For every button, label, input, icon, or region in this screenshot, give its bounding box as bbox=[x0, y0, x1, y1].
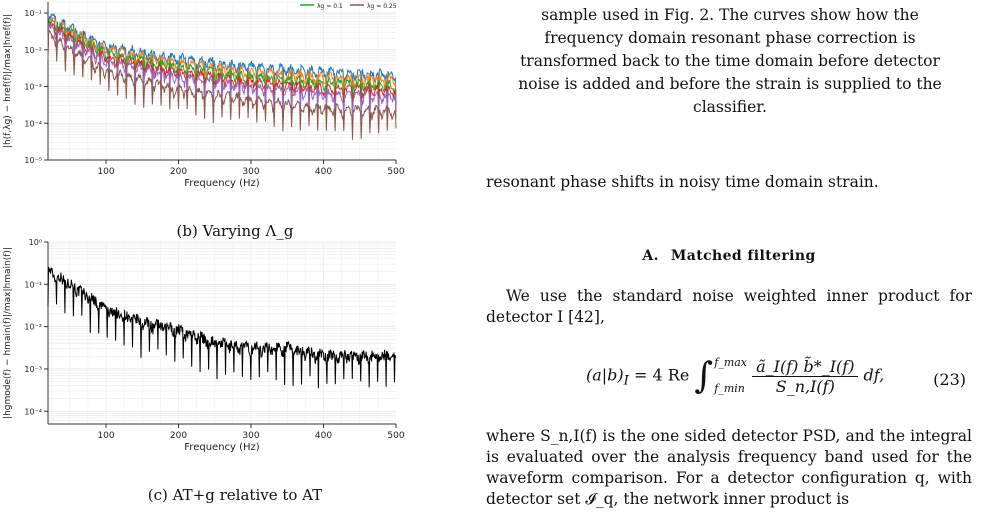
y-tick-label: 10⁻⁴ bbox=[24, 407, 42, 416]
x-tick-label: 100 bbox=[97, 167, 114, 177]
section-heading: A. Matched filtering bbox=[486, 248, 972, 264]
right-column: sample used in Fig. 2. The curves show h… bbox=[470, 0, 982, 531]
caption-line: sample used in Fig. 2. The curves show h… bbox=[541, 6, 919, 24]
y-tick-label: 10⁻⁵ bbox=[24, 156, 42, 165]
equation-23: (a|b)I = 4 Re ∫ f_max f_min ã_I(f) b̃*_I… bbox=[486, 350, 972, 410]
eq-sub: I bbox=[623, 373, 629, 389]
legend-label: λg = 0.25 bbox=[367, 3, 397, 10]
plot-at-g-relative: 100 200 300 400 500 Frequency (Hz) 10⁰ 10⁻¹ 10⁻²… bbox=[3, 238, 405, 453]
y-tick-label: 10⁻⁴ bbox=[24, 119, 42, 128]
y-tick-label: 10⁻³ bbox=[24, 365, 42, 374]
caption-b: (b) Varying Λ_g bbox=[176, 222, 294, 240]
y-axis-label: |hgmode(f) − hmain(f)|/max|hmain(f)| bbox=[3, 247, 13, 419]
y-tick-label: 10⁰ bbox=[29, 238, 42, 247]
integral-limits: f_max f_min bbox=[714, 350, 747, 402]
eq-upper: f_max bbox=[714, 356, 748, 369]
eq-mid: = 4 Re bbox=[634, 365, 690, 385]
eq-fraction: ã_I(f) b̃*_I(f) S_n,I(f) bbox=[752, 357, 859, 396]
eq-lhs: (a|b) bbox=[586, 365, 624, 385]
figure-caption-continued: sample used in Fig. 2. The curves show h… bbox=[486, 4, 974, 119]
x-tick-label: 400 bbox=[315, 167, 332, 177]
y-tick-label: 10⁻² bbox=[24, 323, 42, 332]
x-tick-label: 500 bbox=[387, 431, 404, 441]
y-tick-label: 10⁻³ bbox=[24, 83, 42, 92]
x-tick-label: 400 bbox=[315, 431, 332, 441]
x-tick-label: 500 bbox=[387, 167, 404, 177]
section-title: Matched filtering bbox=[670, 248, 816, 264]
caption-line: frequency domain resonant phase correcti… bbox=[544, 29, 916, 47]
y-tick-label: 10⁻¹ bbox=[24, 280, 42, 289]
caption-c: (c) AT+g relative to AT bbox=[147, 486, 323, 504]
grid bbox=[48, 241, 396, 425]
eq-tail: df, bbox=[863, 365, 885, 385]
y-axis-label: |h(f,λg) − href(f)|/max|href(f)| bbox=[3, 14, 13, 148]
series-line bbox=[47, 266, 397, 389]
x-axis-label: Frequency (Hz) bbox=[184, 442, 260, 453]
x-tick-label: 100 bbox=[97, 431, 114, 441]
y-tick-label: 10⁻¹ bbox=[24, 9, 42, 18]
paragraph-inner-product: We use the standard noise weighted inner… bbox=[486, 287, 972, 326]
eq-denominator: S_n,I(f) bbox=[775, 376, 835, 396]
eq-numerator: ã_I(f) b̃*_I(f) bbox=[752, 357, 859, 377]
equation-number: (23) bbox=[933, 370, 966, 389]
legend: λg = 0.1 λg = 0.25 bbox=[300, 3, 397, 10]
caption-line: transformed back to the time domain befo… bbox=[520, 52, 940, 70]
caption-line: noise is added and before the strain is … bbox=[518, 75, 942, 93]
x-tick-label: 200 bbox=[170, 167, 187, 177]
paragraph-where: where S_n,I(f) is the one sided detector… bbox=[486, 427, 972, 508]
integral-sign: ∫ bbox=[694, 355, 714, 397]
equation-body: (a|b)I = 4 Re ∫ f_max f_min ã_I(f) b̃*_I… bbox=[586, 350, 884, 402]
section-number: A. bbox=[642, 248, 659, 264]
x-axis-label: Frequency (Hz) bbox=[184, 178, 260, 189]
paragraph-resonant: resonant phase shifts in noisy time doma… bbox=[486, 173, 879, 191]
eq-lower: f_min bbox=[714, 382, 745, 395]
caption-line: classifier. bbox=[693, 98, 767, 116]
series-line bbox=[47, 29, 397, 140]
x-tick-label: 300 bbox=[242, 167, 259, 177]
left-column: 100 200 300 400 500 Frequency (Hz) 10⁻¹ 10⁻² 10⁻… bbox=[0, 0, 470, 531]
legend-label: λg = 0.1 bbox=[317, 3, 343, 10]
y-tick-label: 10⁻² bbox=[24, 46, 42, 55]
x-tick-label: 200 bbox=[170, 431, 187, 441]
x-tick-label: 300 bbox=[242, 431, 259, 441]
plot-varying-lambda: 100 200 300 400 500 Frequency (Hz) 10⁻¹ 10⁻² 10⁻… bbox=[3, 1, 405, 189]
